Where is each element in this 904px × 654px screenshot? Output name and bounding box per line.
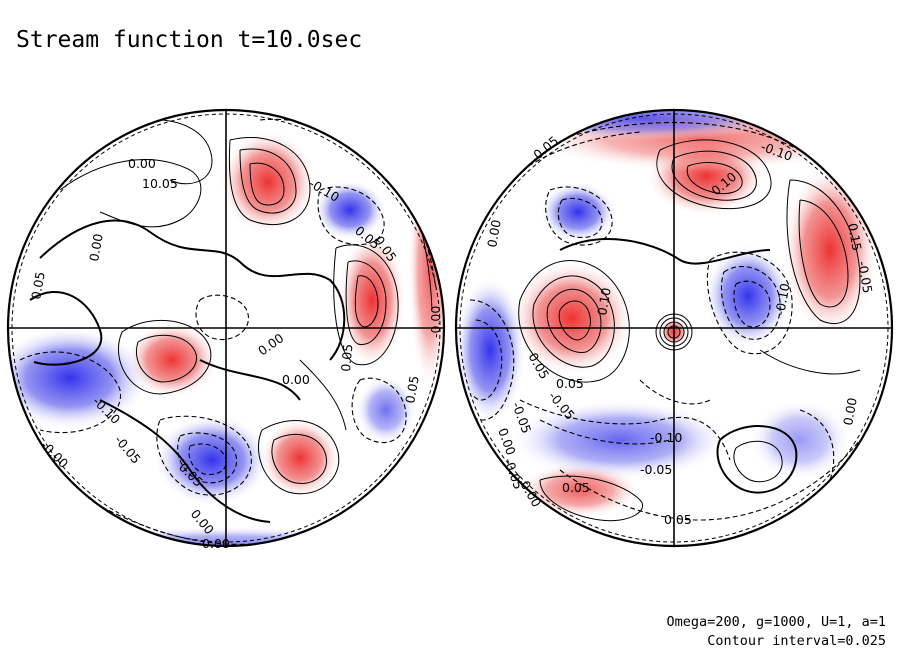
left-shading: [8, 118, 444, 546]
left-contour-label: 0.00: [202, 536, 230, 551]
parameters-note: Omega=200, g=1000, U=1, a=1: [667, 614, 886, 630]
left-positive-lobe-east: [338, 232, 406, 368]
right-contour-label: -0.05: [855, 260, 875, 294]
right-contour-label: -0.05: [640, 462, 672, 477]
right-negative-north-rim: [490, 110, 790, 140]
left-negative-lobe-se: [356, 376, 416, 444]
contour-interval-note: Contour interval=0.025: [707, 633, 886, 649]
left-hemisphere: 0.00 10.05 0.00 0.05 -0.10 0.05 0.00 0.0…: [6, 108, 446, 551]
right-contour-label: 0.15: [845, 222, 865, 252]
right-negative-south-band: [510, 400, 730, 480]
left-positive-rim: [408, 150, 444, 390]
right-negative-lobe-east: [704, 244, 792, 348]
right-positive-lobe-west: [510, 260, 634, 376]
left-contour-label: 0.05: [402, 374, 422, 404]
right-hemisphere-rim: [454, 108, 894, 548]
right-contour-label: 0.10: [594, 286, 614, 316]
left-contour-label: 0.00: [128, 156, 156, 171]
left-contour-label: 0.00: [86, 232, 106, 262]
right-contour-label: -0.10: [650, 430, 682, 445]
left-contour-label: -0.00: [428, 306, 443, 338]
left-contour-label: 0.05: [28, 270, 48, 300]
left-positive-lobe-south: [260, 418, 340, 498]
left-contour-label: 0.05: [338, 343, 355, 372]
left-contour-label: 10.05: [142, 176, 178, 191]
right-negative-lobe-west: [456, 276, 526, 424]
right-contour-label: -0.10: [772, 282, 792, 317]
left-negative-lobe-south: [154, 414, 270, 506]
right-contour-label: 0.00: [484, 218, 504, 248]
right-negative-se: [750, 400, 850, 480]
left-hemisphere-rim: [6, 108, 446, 548]
left-contour-label: 0.00: [282, 372, 310, 387]
left-negative-lobe-ne: [314, 180, 386, 240]
right-contour-label: 0.05: [556, 376, 584, 391]
right-hemisphere: 0.05 -0.10 0.10 0.15 0.10 0.05 -0.10 -0.…: [454, 108, 894, 548]
right-contour-label: 0.05: [664, 512, 692, 527]
right-contour-label: 0.00: [840, 396, 860, 426]
figure-title: Stream function t=10.0sec: [16, 27, 362, 53]
left-positive-lobe-upper: [220, 130, 316, 234]
right-positive-lobe-ne: [782, 164, 878, 336]
right-contour-label: 0.05: [562, 480, 590, 495]
right-negative-lobe-nw: [540, 182, 616, 242]
